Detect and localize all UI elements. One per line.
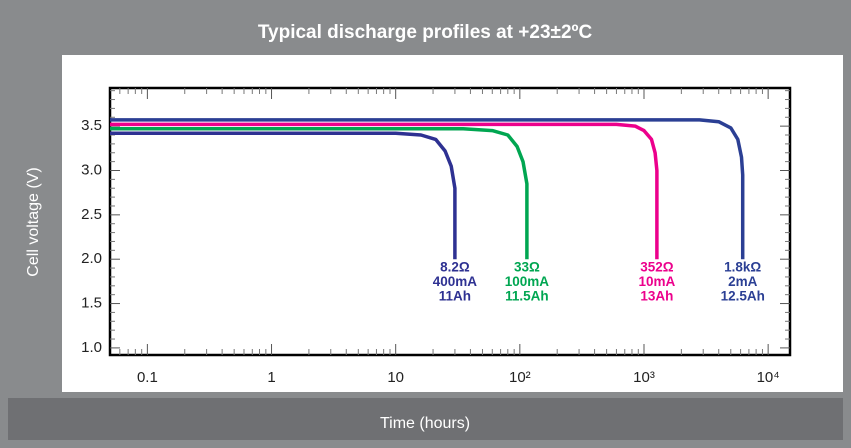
y-tick-label: 3.5 <box>81 117 102 134</box>
x-tick-label: 10 <box>387 369 404 386</box>
curve-label: 10mA <box>638 274 675 289</box>
x-tick-label: 1 <box>267 369 275 386</box>
curve-label: 100mA <box>505 274 550 289</box>
y-tick-label: 1.0 <box>81 339 102 356</box>
y-axis-label: Cell voltage (V) <box>25 167 42 276</box>
discharge-curve <box>110 118 745 260</box>
curve-label: 33Ω <box>514 260 540 275</box>
x-label-band <box>8 398 843 440</box>
curve-label: 8.2Ω <box>440 260 470 275</box>
discharge-curve <box>110 131 457 260</box>
x-tick-label: 0.1 <box>137 369 158 386</box>
y-tick-label: 2.5 <box>81 206 102 223</box>
y-tick-label: 1.5 <box>81 295 102 312</box>
curve-label: 13Ah <box>640 289 673 304</box>
discharge-curve <box>110 122 659 260</box>
curve-label: 12.5Ah <box>721 289 765 304</box>
curve-label: 11.5Ah <box>505 289 549 304</box>
curve-label: 11Ah <box>439 289 471 304</box>
plot-panel <box>62 55 843 392</box>
x-axis-label: Time (hours) <box>380 415 470 432</box>
curve-label: 1.8kΩ <box>724 260 761 275</box>
chart-title: Typical discharge profiles at +23±2ºC <box>258 22 593 43</box>
y-tick-label: 2.0 <box>81 250 102 267</box>
x-tick-label: 10² <box>509 369 531 386</box>
x-tick-label: 10³ <box>633 369 655 386</box>
curve-label: 400mA <box>433 274 478 289</box>
y-tick-label: 3.0 <box>81 161 102 178</box>
curve-label: 2mA <box>728 274 758 289</box>
discharge-curve <box>110 127 529 260</box>
plot-frame <box>108 86 792 357</box>
curve-label: 352Ω <box>640 260 674 275</box>
x-tick-label: 10⁴ <box>757 369 780 386</box>
